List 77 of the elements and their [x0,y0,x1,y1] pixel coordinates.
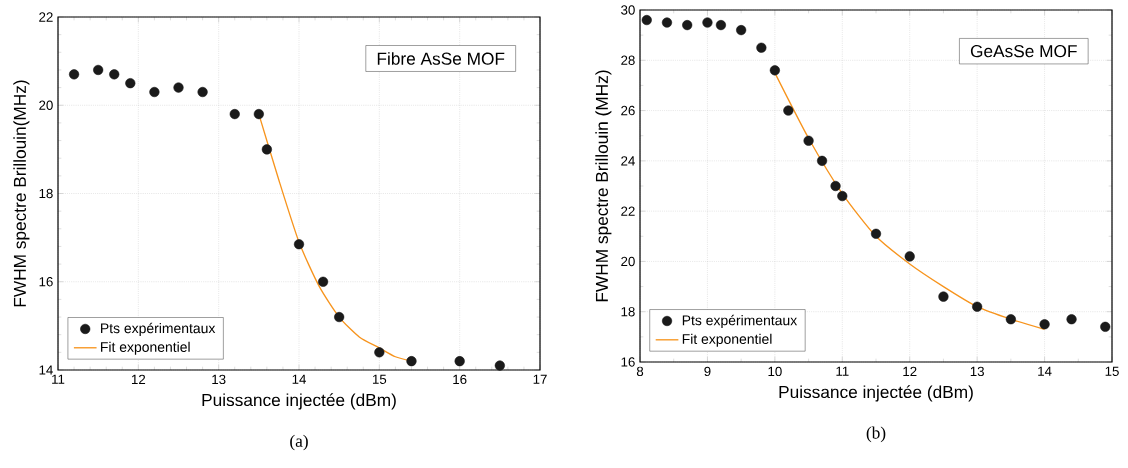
point [1066,314,1077,325]
point [293,239,305,250]
x-tick-label: 8 [636,366,644,377]
x-tick-label: 11 [836,366,849,376]
y-tick-label: 28 [621,55,635,65]
point [229,109,240,120]
point [803,135,814,146]
point [837,190,848,202]
point [1039,319,1050,330]
y-axis-title: FWHM spectre Brillouin(MHz) [13,80,30,307]
point [253,109,264,120]
legend-label: Pts expérimentaux [101,322,216,336]
y-axis-title: FWHM spectre Brillouin (MHz) [595,70,612,302]
point [334,311,345,323]
x-tick-label: 14 [1038,366,1052,376]
legend-label: Fit exponentiel [101,341,190,355]
annotation: Fibre AsSe MOF [377,52,505,65]
y-tick-label: 20 [621,256,635,267]
text: (a) [290,434,308,451]
y-tick-label: 16 [39,277,53,287]
x-axis-title: Puissance injectée (dBm) [202,393,396,410]
x-tick-label: 11 [52,374,65,384]
annotation: GeAsSe MOF [970,45,1077,58]
x-axis-title: Puissance injectée (dBm) [779,385,973,402]
y-tick-label: 20 [39,100,53,110]
x-tick-label: 13 [970,366,984,377]
point [261,144,272,155]
text: (b) [866,426,886,443]
y-tick-label: 26 [621,105,635,116]
point [173,82,184,93]
point [494,360,505,371]
x-tick-label: 9 [704,366,711,377]
y-tick-label: 30 [621,5,635,15]
x-tick-label: 13 [212,374,226,385]
point [109,69,120,80]
y-tick-label: 18 [621,307,635,317]
x-tick-label: 10 [768,366,782,377]
x-tick-label: 12 [903,366,917,376]
point [904,251,915,262]
point [938,291,949,302]
x-tick-label: 17 [533,374,547,384]
point [756,42,767,53]
point [972,301,983,312]
point [374,347,385,358]
point [69,69,80,80]
point [715,20,726,31]
point [682,20,693,31]
x-tick-label: 15 [1105,366,1119,376]
legend-label: Pts expérimentaux [682,314,798,329]
point [769,65,780,76]
y-tick-label: 24 [621,156,635,166]
point [93,64,104,76]
point [1100,321,1111,332]
y-tick-label: 16 [621,357,635,367]
point [125,78,136,89]
x-tick-label: 15 [372,374,387,384]
point [641,14,652,26]
point [406,356,417,367]
point [197,86,208,98]
point [783,105,794,116]
point [661,17,673,28]
point [1005,314,1016,325]
legend-label: Fit exponentiel [682,333,772,347]
y-tick-label: 22 [621,206,635,216]
point [454,356,465,367]
y-tick-label: 18 [39,188,53,199]
point [817,155,828,166]
point [830,180,841,192]
x-tick-label: 12 [131,374,146,384]
x-tick-label: 16 [453,374,467,385]
x-tick-label: 14 [292,374,306,384]
point [149,86,160,98]
point [318,276,329,287]
point [736,25,747,36]
point [702,17,713,28]
y-tick-label: 22 [39,12,53,22]
point [870,228,882,239]
